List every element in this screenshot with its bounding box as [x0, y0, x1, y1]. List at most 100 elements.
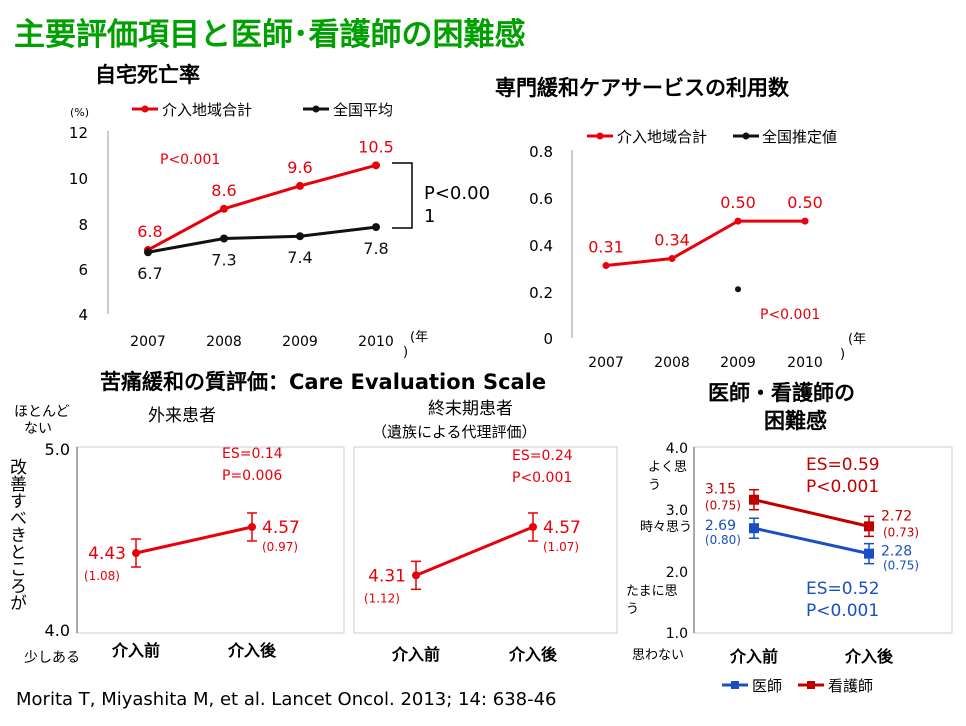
chart5-value-label-doctor: 2.28 — [881, 544, 912, 560]
chart1-ytick: 10 — [69, 170, 88, 188]
chart1-ytick: 12 — [69, 124, 88, 142]
chart5-ytick: 2.0 — [666, 565, 688, 581]
chart5-legend-doctor: 医師 — [752, 677, 782, 695]
chart5-sd-label-nurse: (0.75) — [705, 499, 741, 513]
chart5-ytick: 4.0 — [666, 441, 688, 457]
chart2-legend-black: 全国推定値 — [762, 128, 837, 146]
chart2-title: 専門緩和ケアサービスの利用数 — [495, 76, 790, 100]
chart4-point — [529, 522, 537, 531]
chart1-label-national: 7.4 — [287, 248, 312, 267]
chart3-ytick-top: 5.0 — [45, 440, 70, 459]
chart2-ytick: 0.2 — [529, 284, 553, 302]
chart2-point-intervention — [602, 262, 610, 270]
chart5-doctor-pvalue: P<0.001 — [806, 601, 879, 621]
chart3-ylabel: 改善すべきところが — [6, 458, 27, 611]
chart5-xtick: 介入後 — [844, 647, 894, 666]
chart2-ytick: 0 — [543, 330, 553, 348]
chart5-title-1: 医師・看護師の — [708, 381, 855, 405]
chart2-point-intervention — [734, 217, 742, 225]
chart5-level-label: う — [626, 602, 639, 617]
chart5-ytick: 1.0 — [666, 626, 688, 642]
chart2-xtick: 2009 — [720, 355, 756, 371]
chart5-title-2: 困難感 — [764, 409, 827, 433]
chart5-line-doctor — [753, 526, 870, 556]
chart5-value-label-doctor: 2.69 — [705, 518, 736, 534]
chart3-ytop-label-2: ない — [24, 421, 52, 437]
chart1-ylabel: (%) — [70, 106, 89, 119]
chart5-yticks: 4.0 3.0 2.0 1.0 — [666, 441, 688, 642]
chart2-legend-marker-red — [596, 132, 604, 140]
chart2-label-intervention: 0.31 — [588, 238, 624, 257]
citation: Morita T, Miyashita M, et al. Lancet Onc… — [16, 689, 557, 710]
chart2-xtick: 2010 — [787, 355, 823, 371]
chart5-level-label: 時々思う — [640, 520, 692, 535]
chart4-sd-label: (1.12) — [364, 591, 400, 605]
chart1-label-intervention: 9.6 — [287, 158, 312, 177]
chart4-value-label: 4.57 — [543, 518, 581, 538]
chart2-legend-marker-black — [742, 132, 750, 140]
chart1-label-national: 7.3 — [211, 251, 236, 270]
chart3-title: 外来患者 — [148, 406, 216, 426]
chart4-subtitle: （遺族による代理評価） — [372, 423, 537, 441]
chart4-point — [412, 571, 420, 580]
chart-home-death-rate: 自宅死亡率 (%) 介入地域合計 全国平均 12 10 8 6 4 2007 2… — [69, 63, 490, 360]
chart1-legend-red: 介入地域合計 — [162, 101, 252, 119]
chart-outpatient: ほとんど ない 外来患者 改善すべきところが 5.0 4.0 少しある 介入前 … — [6, 404, 345, 666]
chart1-label-national: 7.8 — [363, 239, 388, 258]
chart1-xtick: 2008 — [206, 334, 242, 350]
chart5-point-doctor — [749, 523, 759, 534]
chart1-point-intervention — [296, 181, 304, 190]
chart2-label-intervention: 0.34 — [654, 231, 690, 250]
chart1-xunit-close: ) — [403, 345, 408, 360]
chart2-yticks: 0.8 0.6 0.4 0.2 0 — [529, 143, 553, 348]
chart4-pvalue: P<0.001 — [512, 470, 572, 486]
chart5-xtick: 介入前 — [729, 647, 778, 666]
chart2-point-national — [735, 286, 741, 293]
chart5-sd-label-doctor: (0.75) — [883, 559, 919, 573]
chart2-xtick: 2008 — [654, 355, 690, 371]
chart5-legend-nurse: 看護師 — [828, 677, 873, 695]
chart1-xtick: 2010 — [358, 334, 394, 350]
chart5-level-label: たまに思 — [626, 584, 678, 599]
chart5-doctor-es: ES=0.52 — [806, 579, 880, 599]
chart1-ytick: 4 — [78, 306, 88, 324]
chart5-legend-marker-nurse — [807, 681, 815, 689]
chart4-line — [415, 525, 534, 577]
chart1-legend-marker-red — [141, 105, 149, 113]
chart5-legend: 医師 看護師 — [722, 677, 873, 695]
chart1-line-national — [147, 225, 377, 254]
chart1-yticks: 12 10 8 6 4 — [69, 124, 88, 324]
chart1-legend-black: 全国平均 — [333, 101, 393, 119]
chart1-pvalue-bracket-2: 1 — [424, 206, 435, 227]
chart1-ytick: 8 — [78, 216, 88, 234]
chart1-pvalue-inner: P<0.001 — [160, 152, 220, 168]
chart-terminal-patient: 終末期患者 （遺族による代理評価） 介入前 介入後 4.31 (1.12) 4.57… — [353, 399, 618, 664]
slide-title: 主要評価項目と医師･看護師の困難感 — [14, 17, 526, 53]
chart3-frame — [76, 446, 345, 634]
chart2-ytick: 0.8 — [529, 143, 553, 161]
chart1-label-national: 6.7 — [137, 264, 162, 283]
chart-palliative-service-use: 専門緩和ケアサービスの利用数 介入地域合計 全国推定値 0.8 0.6 0.4 … — [495, 76, 866, 371]
chart1-xunit: (年 — [410, 330, 428, 345]
chart5-point-nurse — [864, 521, 874, 532]
chart1-point-intervention — [220, 204, 228, 213]
chart2-label-intervention: 0.50 — [787, 193, 823, 212]
chart5-point-doctor — [864, 548, 874, 559]
chart4-xtick: 介入後 — [508, 645, 558, 664]
chart2-ytick: 0.4 — [529, 237, 553, 255]
chart2-point-intervention — [801, 217, 809, 225]
chart4-title: 終末期患者 — [428, 399, 513, 419]
chart5-value-label-nurse: 2.72 — [881, 508, 912, 524]
chart3-ytick-bottom: 4.0 — [45, 621, 70, 640]
chart5-series: 3.15(0.75)2.72(0.73)2.69(0.80)2.28(0.75) — [705, 482, 919, 573]
chart1-ytick: 6 — [78, 261, 88, 279]
chart3-ybottom-label: 少しある — [24, 650, 80, 666]
chart2-legend: 介入地域合計 全国推定値 — [587, 128, 837, 146]
chart2-xtick: 2007 — [588, 355, 624, 371]
chart5-value-label-nurse: 3.15 — [705, 482, 736, 498]
chart3-value-label: 4.43 — [88, 544, 126, 564]
chart2-line-intervention — [605, 219, 805, 268]
chart3-value-label: 4.57 — [262, 518, 300, 538]
chart3-xtick: 介入前 — [111, 641, 160, 660]
chart3-ytop-label-1: ほとんど — [14, 404, 70, 420]
